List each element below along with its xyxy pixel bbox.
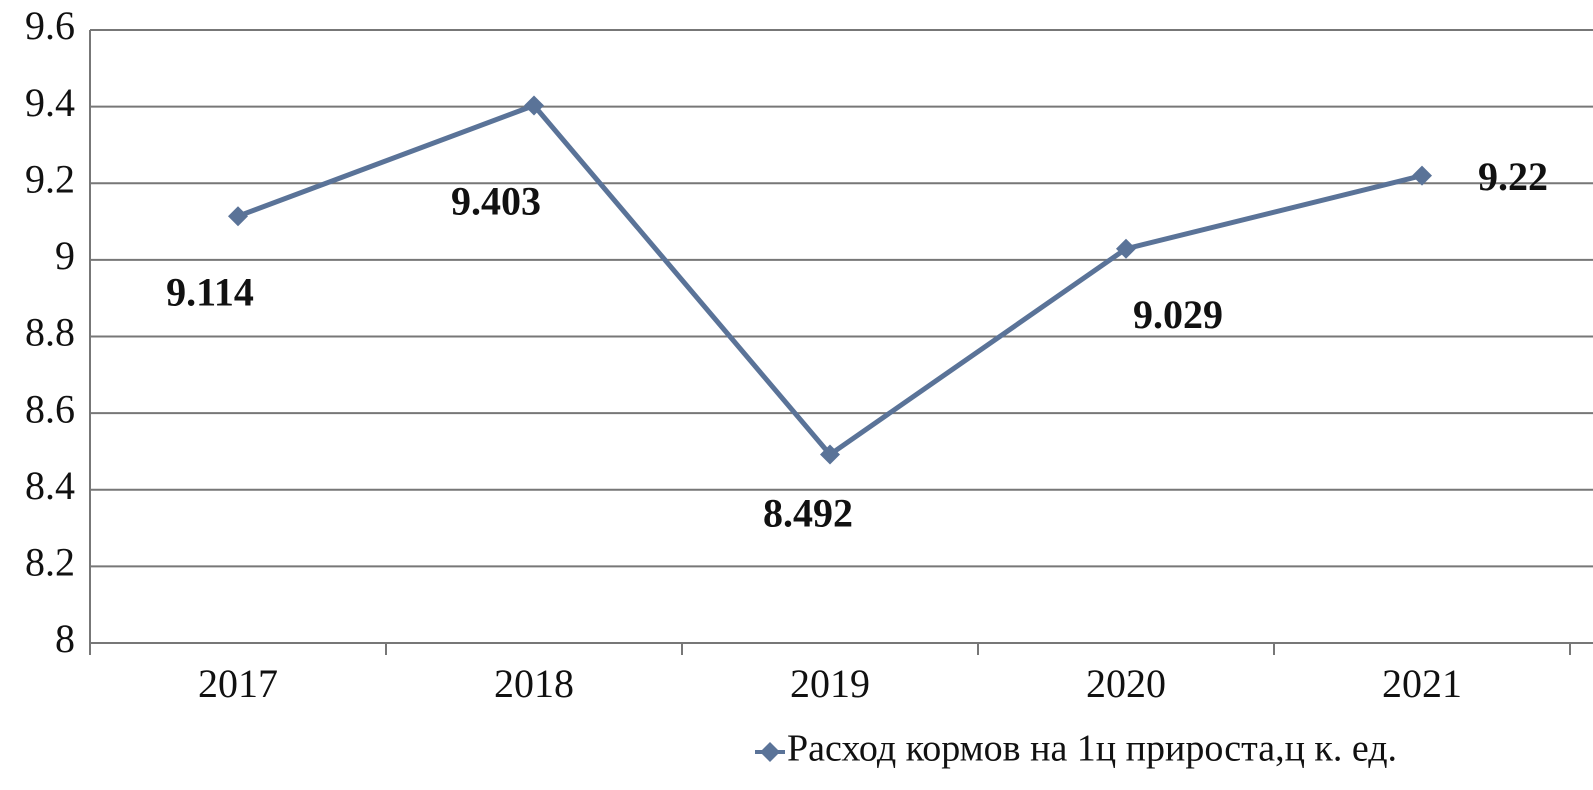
y-tick-label: 9 <box>55 233 75 278</box>
y-tick-label: 8 <box>55 616 75 661</box>
data-point <box>228 206 248 227</box>
y-tick-label: 9.6 <box>25 3 75 48</box>
y-tick-label: 8.2 <box>25 540 75 585</box>
data-label: 9.114 <box>166 269 254 314</box>
y-tick-label: 8.4 <box>25 463 75 508</box>
data-point <box>820 444 840 465</box>
y-tick-label: 8.6 <box>25 386 75 431</box>
legend-marker <box>760 742 780 762</box>
data-point <box>1412 165 1432 186</box>
legend-label: Расход кормов на 1ц прироста,ц к. ед. <box>787 728 1397 770</box>
data-point <box>524 95 544 116</box>
x-tick-label: 2018 <box>494 661 574 706</box>
x-tick-label: 2021 <box>1382 661 1462 706</box>
x-tick-label: 2020 <box>1086 661 1166 706</box>
x-tick-label: 2017 <box>198 661 278 706</box>
data-label: 8.492 <box>763 491 853 536</box>
data-point <box>1116 238 1136 259</box>
data-label: 9.22 <box>1478 154 1548 199</box>
x-tick-label: 2019 <box>790 661 870 706</box>
data-label: 9.403 <box>451 179 541 224</box>
data-label: 9.029 <box>1133 292 1223 337</box>
y-tick-label: 9.4 <box>25 80 75 125</box>
series-line <box>237 102 1423 458</box>
y-tick-label: 9.2 <box>25 156 75 201</box>
y-tick-label: 8.8 <box>25 310 75 355</box>
